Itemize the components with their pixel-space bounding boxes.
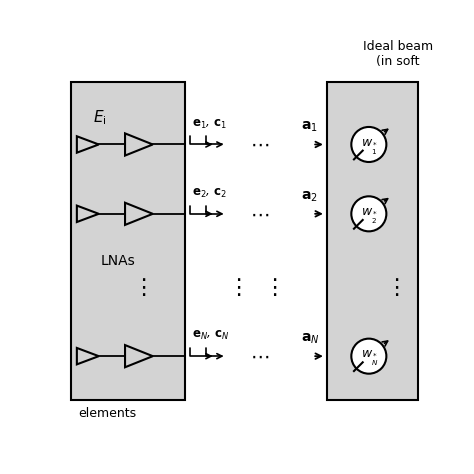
Text: $\vdots$: $\vdots$: [132, 276, 146, 298]
Text: $\mathbf{a}_1$: $\mathbf{a}_1$: [301, 120, 318, 134]
Text: $\mathbf{e}_1$, $\mathbf{c}_1$: $\mathbf{e}_1$, $\mathbf{c}_1$: [192, 118, 227, 131]
Text: $\vdots$: $\vdots$: [227, 276, 241, 298]
Bar: [72, 82, 184, 400]
Text: $\cdots$: $\cdots$: [250, 346, 269, 365]
Text: $_N^*$: $_N^*$: [371, 351, 378, 368]
Text: $w$: $w$: [361, 347, 373, 360]
Text: Ideal beam
(in soft: Ideal beam (in soft: [363, 40, 433, 68]
Bar: [327, 82, 418, 400]
Text: $\cdots$: $\cdots$: [250, 204, 269, 223]
Text: $w$: $w$: [361, 136, 373, 149]
Text: $\mathit{E}_\mathrm{i}$: $\mathit{E}_\mathrm{i}$: [93, 108, 107, 127]
Circle shape: [351, 338, 386, 374]
Text: $_1^*$: $_1^*$: [371, 140, 378, 156]
Text: $\mathbf{a}_N$: $\mathbf{a}_N$: [301, 331, 320, 346]
Text: elements: elements: [79, 407, 137, 420]
Text: $_2^*$: $_2^*$: [371, 209, 378, 226]
Text: $\vdots$: $\vdots$: [385, 276, 400, 298]
Text: $\cdots$: $\cdots$: [250, 135, 269, 154]
Text: LNAs: LNAs: [100, 254, 136, 268]
Text: $\mathbf{e}_2$, $\mathbf{c}_2$: $\mathbf{e}_2$, $\mathbf{c}_2$: [192, 187, 227, 200]
Text: $\mathbf{a}_2$: $\mathbf{a}_2$: [301, 189, 318, 204]
Text: $\mathbf{e}_N$, $\mathbf{c}_N$: $\mathbf{e}_N$, $\mathbf{c}_N$: [192, 329, 229, 342]
Text: $w$: $w$: [361, 205, 373, 218]
Circle shape: [351, 127, 386, 162]
Circle shape: [351, 196, 386, 231]
Text: $\vdots$: $\vdots$: [263, 276, 277, 298]
